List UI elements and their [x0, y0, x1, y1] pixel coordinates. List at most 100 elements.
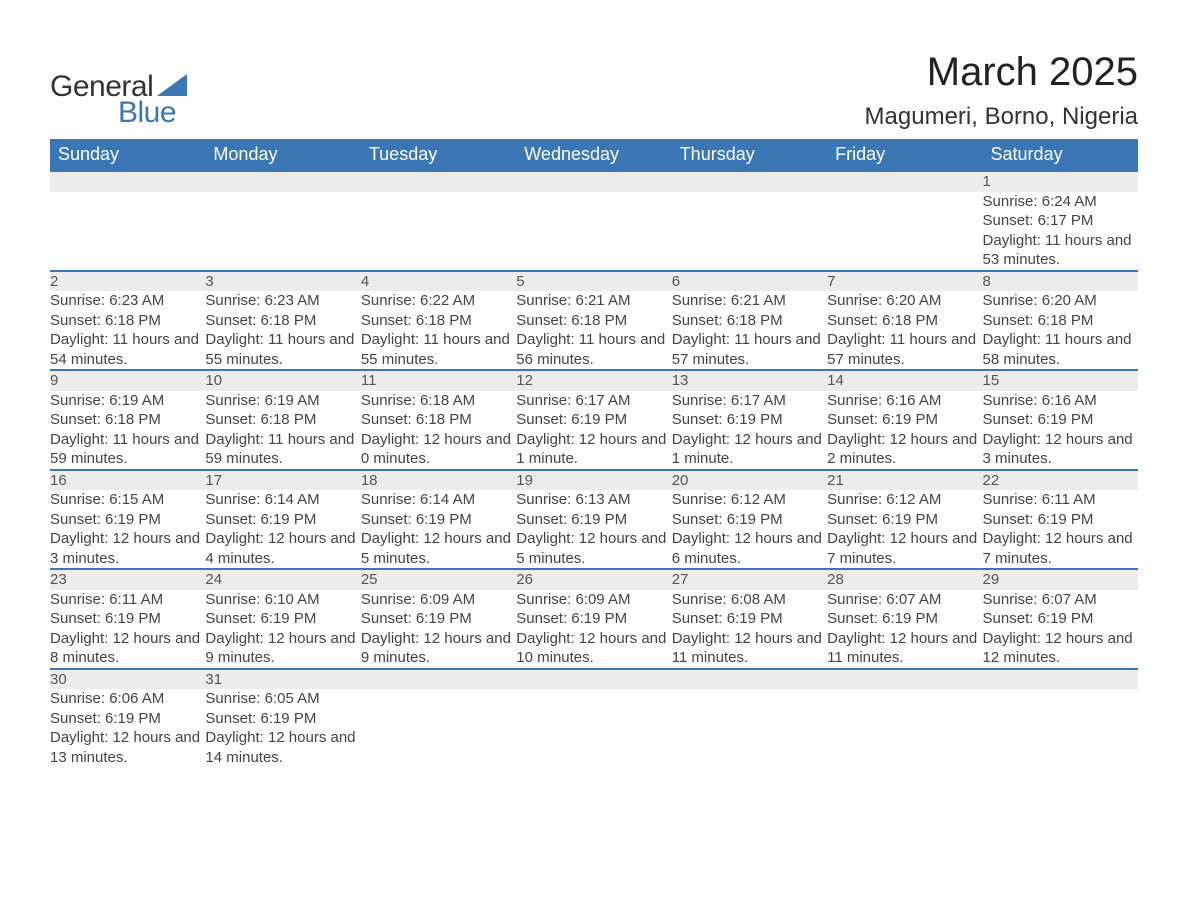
empty-day-cell — [983, 689, 1138, 767]
sunrise-text: Sunrise: 6:08 AM — [672, 590, 827, 610]
empty-day-cell — [672, 689, 827, 767]
day-number: 4 — [361, 271, 516, 292]
day-number: 23 — [50, 569, 205, 590]
day-number: 5 — [516, 271, 671, 292]
day-number: 17 — [205, 470, 360, 491]
sunset-text: Sunset: 6:19 PM — [672, 609, 827, 629]
daylight-text: Daylight: 12 hours and 9 minutes. — [361, 629, 516, 668]
day-cell: Sunrise: 6:10 AMSunset: 6:19 PMDaylight:… — [205, 590, 360, 669]
sunrise-text: Sunrise: 6:05 AM — [205, 689, 360, 709]
day-number: 13 — [672, 370, 827, 391]
day-number: 6 — [672, 271, 827, 292]
sunrise-text: Sunrise: 6:11 AM — [983, 490, 1138, 510]
day-cell: Sunrise: 6:11 AMSunset: 6:19 PMDaylight:… — [50, 590, 205, 669]
sunset-text: Sunset: 6:19 PM — [516, 609, 671, 629]
sunrise-text: Sunrise: 6:13 AM — [516, 490, 671, 510]
empty-day-cell — [361, 689, 516, 767]
day-cell: Sunrise: 6:23 AMSunset: 6:18 PMDaylight:… — [50, 291, 205, 370]
sunrise-text: Sunrise: 6:14 AM — [205, 490, 360, 510]
sunrise-text: Sunrise: 6:09 AM — [361, 590, 516, 610]
sunrise-text: Sunrise: 6:20 AM — [827, 291, 982, 311]
sunrise-text: Sunrise: 6:23 AM — [50, 291, 205, 311]
sunset-text: Sunset: 6:18 PM — [205, 311, 360, 331]
sunset-text: Sunset: 6:19 PM — [983, 410, 1138, 430]
day-number: 9 — [50, 370, 205, 391]
daylight-text: Daylight: 12 hours and 3 minutes. — [983, 430, 1138, 469]
day-cell: Sunrise: 6:07 AMSunset: 6:19 PMDaylight:… — [827, 590, 982, 669]
empty-day-cell — [50, 192, 205, 271]
empty-day-cell — [361, 192, 516, 271]
daylight-text: Daylight: 11 hours and 55 minutes. — [361, 330, 516, 369]
daylight-text: Daylight: 12 hours and 8 minutes. — [50, 629, 205, 668]
day-number: 28 — [827, 569, 982, 590]
day-number: 19 — [516, 470, 671, 491]
sunset-text: Sunset: 6:19 PM — [672, 410, 827, 430]
sunset-text: Sunset: 6:18 PM — [50, 311, 205, 331]
sunset-text: Sunset: 6:19 PM — [516, 410, 671, 430]
sunset-text: Sunset: 6:19 PM — [50, 609, 205, 629]
daylight-text: Daylight: 12 hours and 9 minutes. — [205, 629, 360, 668]
sunset-text: Sunset: 6:19 PM — [361, 510, 516, 530]
sunset-text: Sunset: 6:18 PM — [50, 410, 205, 430]
day-number: 2 — [50, 271, 205, 292]
day-cell: Sunrise: 6:12 AMSunset: 6:19 PMDaylight:… — [827, 490, 982, 569]
sunrise-text: Sunrise: 6:09 AM — [516, 590, 671, 610]
day-cell: Sunrise: 6:14 AMSunset: 6:19 PMDaylight:… — [361, 490, 516, 569]
day-cell: Sunrise: 6:16 AMSunset: 6:19 PMDaylight:… — [983, 391, 1138, 470]
sunset-text: Sunset: 6:19 PM — [983, 510, 1138, 530]
empty-day-cell — [827, 689, 982, 767]
day-cell: Sunrise: 6:22 AMSunset: 6:18 PMDaylight:… — [361, 291, 516, 370]
day-number: 30 — [50, 669, 205, 690]
sunset-text: Sunset: 6:18 PM — [827, 311, 982, 331]
day-number: 15 — [983, 370, 1138, 391]
sunrise-text: Sunrise: 6:19 AM — [50, 391, 205, 411]
month-title: March 2025 — [865, 50, 1138, 95]
daylight-text: Daylight: 11 hours and 53 minutes. — [983, 231, 1138, 270]
sunset-text: Sunset: 6:19 PM — [827, 510, 982, 530]
day-number — [827, 171, 982, 192]
day-cell: Sunrise: 6:06 AMSunset: 6:19 PMDaylight:… — [50, 689, 205, 767]
daylight-text: Daylight: 12 hours and 4 minutes. — [205, 529, 360, 568]
daylight-text: Daylight: 12 hours and 7 minutes. — [827, 529, 982, 568]
day-cell: Sunrise: 6:14 AMSunset: 6:19 PMDaylight:… — [205, 490, 360, 569]
title-block: March 2025 Magumeri, Borno, Nigeria — [865, 50, 1138, 131]
day-cell: Sunrise: 6:18 AMSunset: 6:18 PMDaylight:… — [361, 391, 516, 470]
daylight-text: Daylight: 12 hours and 6 minutes. — [672, 529, 827, 568]
sunset-text: Sunset: 6:18 PM — [672, 311, 827, 331]
day-number: 31 — [205, 669, 360, 690]
sunset-text: Sunset: 6:19 PM — [827, 410, 982, 430]
brand-text-blue: Blue — [118, 96, 187, 130]
brand-triangle-icon — [157, 74, 187, 96]
weekday-header: Sunday — [50, 139, 205, 171]
sunrise-text: Sunrise: 6:23 AM — [205, 291, 360, 311]
daylight-text: Daylight: 11 hours and 57 minutes. — [827, 330, 982, 369]
empty-day-cell — [516, 689, 671, 767]
day-number: 20 — [672, 470, 827, 491]
sunrise-text: Sunrise: 6:11 AM — [50, 590, 205, 610]
sunrise-text: Sunrise: 6:20 AM — [983, 291, 1138, 311]
day-number — [50, 171, 205, 192]
day-number — [205, 171, 360, 192]
sunset-text: Sunset: 6:18 PM — [361, 410, 516, 430]
day-cell: Sunrise: 6:16 AMSunset: 6:19 PMDaylight:… — [827, 391, 982, 470]
day-number: 16 — [50, 470, 205, 491]
sunset-text: Sunset: 6:18 PM — [205, 410, 360, 430]
sunrise-text: Sunrise: 6:07 AM — [983, 590, 1138, 610]
day-number: 8 — [983, 271, 1138, 292]
day-number: 10 — [205, 370, 360, 391]
sunset-text: Sunset: 6:19 PM — [672, 510, 827, 530]
sunrise-text: Sunrise: 6:07 AM — [827, 590, 982, 610]
sunset-text: Sunset: 6:19 PM — [827, 609, 982, 629]
day-number: 24 — [205, 569, 360, 590]
day-cell: Sunrise: 6:15 AMSunset: 6:19 PMDaylight:… — [50, 490, 205, 569]
weekday-header: Monday — [205, 139, 360, 171]
day-number: 7 — [827, 271, 982, 292]
sunset-text: Sunset: 6:19 PM — [361, 609, 516, 629]
daylight-text: Daylight: 12 hours and 14 minutes. — [205, 728, 360, 767]
day-number: 18 — [361, 470, 516, 491]
day-number: 14 — [827, 370, 982, 391]
sunrise-text: Sunrise: 6:10 AM — [205, 590, 360, 610]
sunrise-text: Sunrise: 6:21 AM — [672, 291, 827, 311]
daylight-text: Daylight: 12 hours and 13 minutes. — [50, 728, 205, 767]
daylight-text: Daylight: 11 hours and 54 minutes. — [50, 330, 205, 369]
